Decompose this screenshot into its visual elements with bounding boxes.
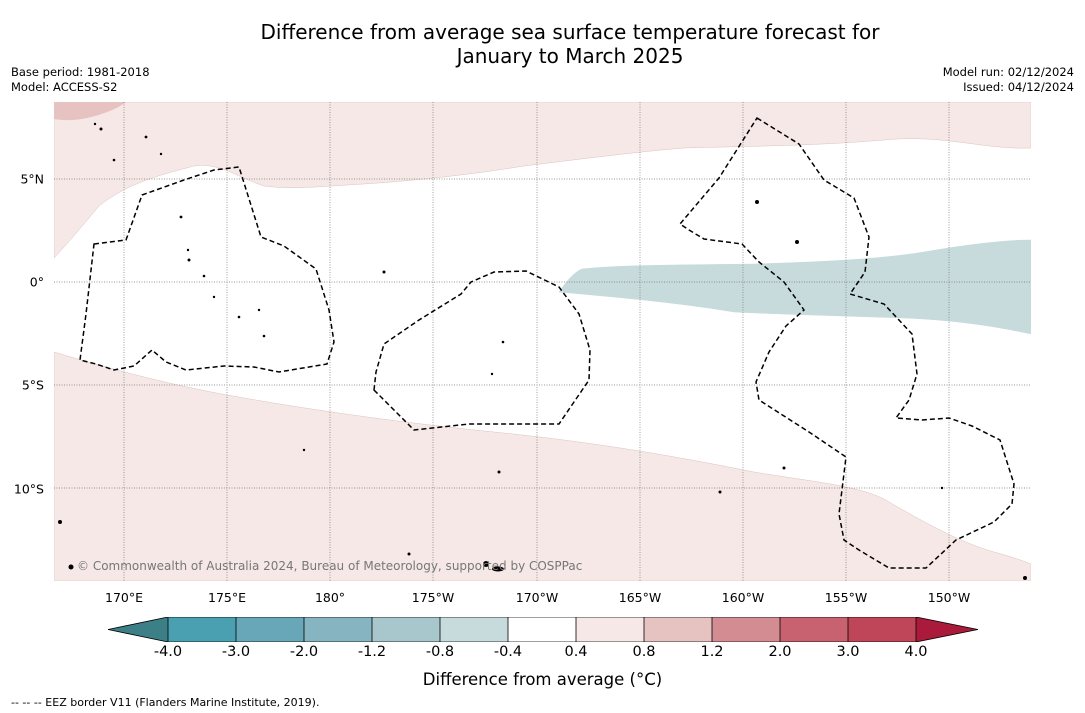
colorbar-tick: -0.4	[493, 644, 523, 660]
eez-border-west	[79, 166, 335, 373]
issued-date: Issued: 04/12/2024	[963, 80, 1074, 94]
colorbar-cell-3	[304, 617, 372, 642]
anomaly-south-band	[54, 351, 1031, 581]
model-name: Model: ACCESS-S2	[11, 80, 118, 94]
x-tick-155w: 155°W	[824, 590, 868, 605]
x-tick-165w: 165°W	[618, 590, 662, 605]
colorbar-cell-1	[168, 617, 236, 642]
x-tick-170e: 170°E	[104, 590, 144, 605]
colorbar-cell-2	[236, 617, 304, 642]
x-tick-175e: 175°E	[207, 590, 247, 605]
colorbar-tick: -2.0	[289, 644, 319, 660]
eez-border-east	[678, 116, 1015, 569]
meta-right: Model run: 02/12/2024 Issued: 04/12/2024	[943, 65, 1074, 95]
colorbar-cell-7	[576, 617, 644, 642]
graticule	[54, 102, 1031, 581]
eez-borders	[79, 116, 1015, 569]
colorbar-cell-5	[440, 617, 508, 642]
chart-title: Difference from average sea surface temp…	[0, 20, 1085, 68]
colorbar-tick: -1.2	[357, 644, 387, 660]
colorbar	[108, 617, 978, 642]
colorbar-tick: 0.4	[564, 644, 588, 660]
y-tick-5n: 5°N	[20, 171, 44, 187]
colorbar-tick: -4.0	[153, 644, 183, 660]
colorbar-cell-8	[644, 617, 712, 642]
colorbar-tick: 1.2	[700, 644, 724, 660]
x-tick-160w: 160°W	[721, 590, 765, 605]
colorbar-cell-0	[108, 617, 168, 642]
meta-left: Base period: 1981-2018 Model: ACCESS-S2	[11, 65, 150, 95]
colorbar-cell-9	[712, 617, 780, 642]
colorbar-cell-6	[508, 617, 576, 642]
colorbar-outline	[108, 617, 978, 642]
base-period: Base period: 1981-2018	[11, 65, 150, 79]
colorbar-cell-4	[372, 617, 440, 642]
colorbar-label: Difference from average (°C)	[422, 670, 663, 689]
title-line-1: Difference from average sea surface temp…	[260, 20, 880, 44]
colorbar-tick: -3.0	[221, 644, 251, 660]
colorbar-tick: -0.8	[425, 644, 455, 660]
colorbar-tick: 4.0	[904, 644, 928, 660]
y-tick-10s: 10°S	[13, 481, 44, 497]
colorbar-tick: 2.0	[768, 644, 792, 660]
y-tick-0: 0°	[29, 274, 44, 290]
colorbar-tick: 3.0	[836, 644, 860, 660]
map-canvas	[54, 102, 1031, 581]
x-tick-170w: 170°W	[515, 590, 559, 605]
colorbar-tick: 0.8	[632, 644, 656, 660]
map-credit: © Commonwealth of Australia 2024, Bureau…	[77, 559, 583, 573]
colorbar-cell-12	[916, 617, 978, 642]
eez-legend-note: -- -- -- EEZ border V11 (Flanders Marine…	[11, 696, 320, 709]
x-tick-175w: 175°W	[411, 590, 455, 605]
map-panel	[54, 102, 1031, 581]
x-tick-180: 180°	[314, 590, 346, 605]
colorbar-cell-11	[848, 617, 916, 642]
colorbar-cell-10	[780, 617, 848, 642]
islands	[58, 122, 1027, 580]
model-run: Model run: 02/12/2024	[942, 65, 1074, 79]
x-tick-150w: 150°W	[927, 590, 971, 605]
anomaly-equatorial-tongue	[558, 239, 1031, 335]
anomaly-northwest-corner	[54, 102, 126, 121]
eez-border-central	[373, 270, 591, 431]
title-line-2: January to March 2025	[456, 44, 684, 68]
y-tick-5s: 5°S	[21, 377, 44, 393]
